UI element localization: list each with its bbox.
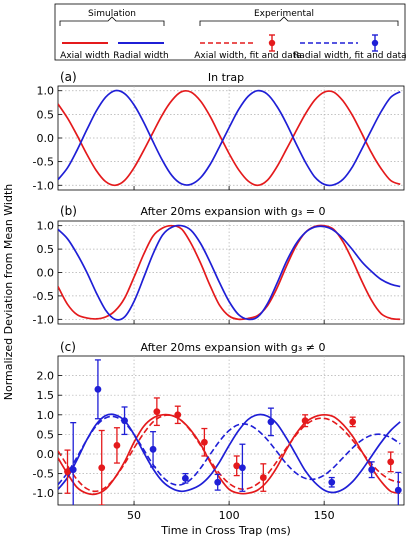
y-tick-label: 0.5 bbox=[37, 108, 55, 121]
legend-marker-radial-exp bbox=[371, 34, 379, 52]
x-tick-label: 100 bbox=[219, 509, 240, 522]
legend-label-axial-exp: Axial width, fit and data bbox=[194, 51, 302, 61]
panel-label-b: (b) bbox=[60, 204, 77, 218]
series-line bbox=[58, 415, 401, 486]
series-line bbox=[58, 414, 401, 493]
radial-data-point bbox=[94, 385, 102, 393]
legend-experimental-heading: Experimental bbox=[254, 9, 314, 19]
panel-label-a: (a) bbox=[60, 70, 77, 84]
radial-data-point bbox=[214, 478, 222, 486]
plot-frame bbox=[57, 355, 405, 506]
series-line bbox=[58, 224, 401, 321]
panel-b: (b) After 20ms expansion with g₃ = 0 -1.… bbox=[33, 204, 405, 326]
x-tick-label: 150 bbox=[314, 509, 335, 522]
series-line bbox=[58, 224, 401, 321]
radial-data-point bbox=[328, 478, 336, 486]
y-axis-label: Normalized Deviation from Mean Width bbox=[2, 184, 15, 401]
plot-area bbox=[58, 224, 401, 321]
panel-title-b: After 20ms expansion with g₃ = 0 bbox=[140, 205, 325, 218]
panel-a: (a) In trap -1.0 -0.5 0.0 0.5 1.0 bbox=[33, 70, 405, 192]
axial-data-point bbox=[233, 462, 241, 470]
y-tick-label: 1.0 bbox=[37, 409, 55, 422]
x-tick-label: 50 bbox=[127, 509, 141, 522]
y-tick-label: 1.0 bbox=[37, 85, 55, 98]
y-tick-label: 0.5 bbox=[37, 243, 55, 256]
y-tick-label: -0.5 bbox=[33, 468, 54, 481]
panel-label-c: (c) bbox=[60, 340, 76, 354]
y-tick-label: 0.0 bbox=[37, 448, 55, 461]
panel-c: (c) After 20ms expansion with g₃ ≠ 0 -1.… bbox=[33, 340, 405, 522]
y-tick-label: 0.0 bbox=[37, 267, 55, 280]
panel-title-c: After 20ms expansion with g₃ ≠ 0 bbox=[140, 341, 325, 354]
panel-title-a: In trap bbox=[208, 71, 244, 84]
radial-data-point bbox=[121, 417, 128, 425]
axial-data-point bbox=[98, 464, 106, 472]
axial-data-point bbox=[349, 418, 357, 426]
legend-label-axial: Axial width bbox=[60, 51, 110, 61]
axial-data-point bbox=[64, 468, 71, 476]
y-tick-label: -1.0 bbox=[33, 487, 54, 500]
radial-data-point bbox=[368, 466, 376, 474]
y-tick-label: 1.0 bbox=[37, 220, 55, 233]
axial-data-point bbox=[174, 411, 182, 419]
series-line bbox=[58, 89, 401, 187]
radial-data-point bbox=[181, 474, 189, 482]
axial-data-point bbox=[301, 417, 309, 425]
legend-simulation-heading: Simulation bbox=[88, 9, 136, 19]
y-tick-label: 2.0 bbox=[37, 370, 55, 383]
radial-data-point bbox=[267, 418, 275, 426]
axial-data-point bbox=[387, 458, 395, 466]
legend-marker-axial-exp bbox=[268, 34, 276, 52]
plot-area bbox=[58, 359, 402, 505]
axial-data-point bbox=[259, 474, 267, 481]
radial-data-point bbox=[149, 445, 157, 453]
legend-label-radial: Radial width bbox=[113, 51, 168, 61]
y-tick-label: 0.5 bbox=[37, 428, 55, 441]
y-tick-label: -0.5 bbox=[33, 290, 54, 303]
x-axis-label: Time in Cross Trap (ms) bbox=[160, 524, 290, 537]
y-tick-label: -1.0 bbox=[33, 179, 54, 192]
axial-data-point bbox=[113, 442, 121, 449]
radial-data-point bbox=[394, 486, 402, 494]
y-tick-label: -0.5 bbox=[33, 156, 54, 169]
legend: Simulation Experimental Axial width Radi… bbox=[54, 3, 407, 61]
y-tick-label: -1.0 bbox=[33, 313, 54, 326]
axial-data-point bbox=[200, 438, 208, 446]
radial-data-point bbox=[239, 464, 246, 472]
y-tick-label: 1.5 bbox=[37, 389, 55, 402]
plot-area bbox=[58, 89, 401, 187]
series-line bbox=[58, 89, 401, 187]
y-tick-label: 0.0 bbox=[37, 132, 55, 145]
axial-data-point bbox=[153, 408, 161, 416]
radial-data-point bbox=[69, 466, 77, 474]
series-line bbox=[58, 413, 401, 494]
legend-label-radial-exp: Radial width, fit and data bbox=[293, 51, 406, 61]
